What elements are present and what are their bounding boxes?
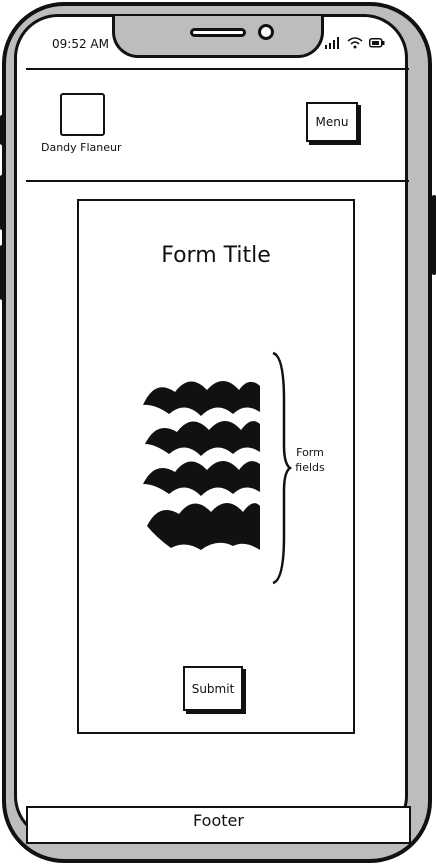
status-icons [325, 37, 385, 49]
form-fields-placeholder [143, 381, 260, 550]
annotation-line: fields [295, 461, 325, 474]
phone-side-button [0, 245, 4, 300]
footer [26, 806, 411, 844]
status-divider [26, 68, 409, 70]
form-fields-brace [272, 351, 292, 585]
signal-icon [325, 37, 339, 49]
speaker-icon [190, 28, 246, 37]
form-fields-annotation: Form fields [288, 445, 332, 475]
form-title: Form Title [161, 243, 271, 268]
menu-button[interactable]: Menu [306, 102, 358, 142]
annotation-line: Form [296, 446, 324, 459]
submit-button[interactable]: Submit [183, 666, 243, 711]
logo-image[interactable] [60, 93, 105, 136]
battery-icon [369, 38, 385, 48]
phone-side-button [0, 175, 4, 230]
wifi-icon [347, 37, 363, 49]
status-time: 09:52 AM [52, 37, 109, 51]
phone-notch [112, 16, 324, 58]
footer-label: Footer [193, 811, 244, 830]
header-divider [26, 180, 409, 182]
phone-side-button [0, 115, 4, 145]
phone-power-button [432, 195, 436, 275]
camera-icon [258, 24, 274, 40]
logo-label: Dandy Flaneur [41, 141, 122, 154]
